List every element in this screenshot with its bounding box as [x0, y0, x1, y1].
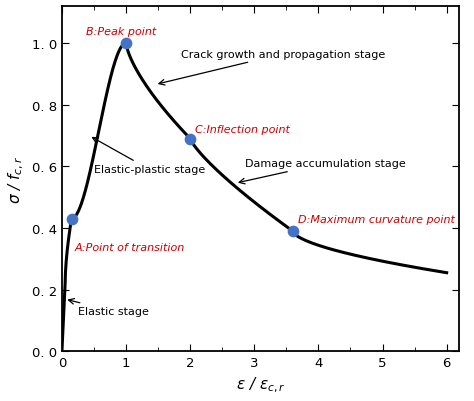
- Y-axis label: $\sigma$ / $f_{c,r}$: $\sigma$ / $f_{c,r}$: [7, 155, 26, 203]
- Point: [289, 228, 297, 235]
- Text: Damage accumulation stage: Damage accumulation stage: [239, 159, 405, 184]
- Text: Elastic-plastic stage: Elastic-plastic stage: [92, 138, 205, 175]
- Text: C:Inflection point: C:Inflection point: [195, 125, 290, 135]
- Point: [186, 136, 194, 142]
- X-axis label: $\varepsilon$ / $\varepsilon_{c,r}$: $\varepsilon$ / $\varepsilon_{c,r}$: [236, 375, 285, 394]
- Point: [68, 216, 75, 223]
- Text: Crack growth and propagation stage: Crack growth and propagation stage: [159, 50, 385, 86]
- Text: B:Peak point: B:Peak point: [86, 26, 156, 36]
- Point: [122, 41, 130, 47]
- Text: Elastic stage: Elastic stage: [69, 299, 149, 316]
- Text: A:Point of transition: A:Point of transition: [74, 242, 184, 252]
- Text: D:Maximum curvature point: D:Maximum curvature point: [298, 214, 455, 224]
